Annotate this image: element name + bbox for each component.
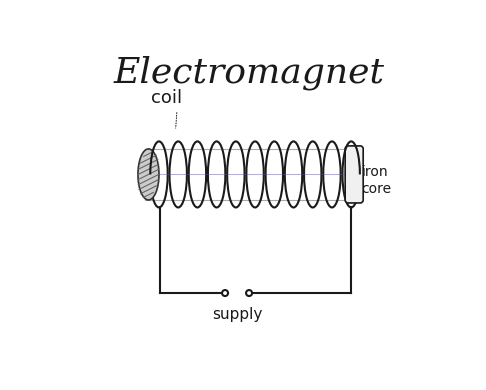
Ellipse shape	[138, 149, 159, 200]
Circle shape	[222, 290, 228, 296]
Text: iron
core: iron core	[362, 165, 392, 195]
Text: Electromagnet: Electromagnet	[114, 56, 384, 90]
Text: coil: coil	[152, 89, 183, 107]
FancyBboxPatch shape	[345, 146, 363, 203]
Text: supply: supply	[212, 307, 262, 322]
Circle shape	[246, 290, 252, 296]
